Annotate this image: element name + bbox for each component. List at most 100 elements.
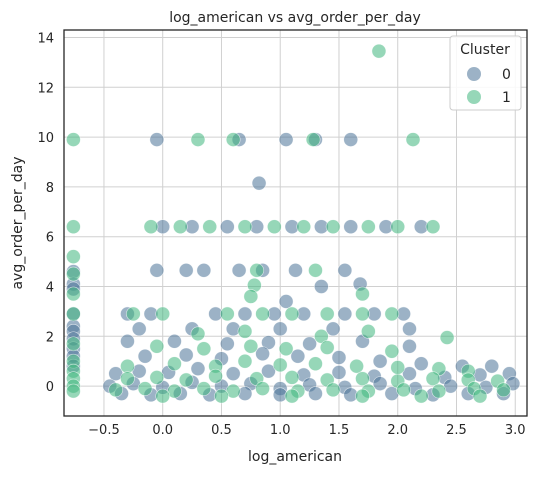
data-point-cluster-1	[349, 358, 364, 374]
data-point-cluster-0	[402, 321, 417, 337]
data-point-cluster-0	[331, 350, 347, 365]
data-point-cluster-1	[196, 341, 212, 357]
data-point-cluster-0	[331, 365, 347, 380]
data-point-cluster-1	[439, 330, 455, 345]
legend-label-cluster-1: 1	[502, 90, 511, 106]
data-point-cluster-0	[120, 333, 135, 349]
x-tick-label: 2.5	[446, 423, 467, 438]
x-tick-label: 1.0	[270, 423, 291, 438]
data-point-cluster-1	[149, 370, 165, 385]
data-point-cluster-1	[120, 371, 135, 386]
data-point-cluster-0	[484, 358, 500, 374]
data-point-cluster-1	[472, 388, 488, 404]
data-point-cluster-0	[372, 353, 388, 369]
data-point-cluster-1	[284, 306, 300, 322]
data-point-cluster-1	[405, 132, 421, 147]
data-point-cluster-0	[149, 263, 165, 278]
data-point-cluster-1	[390, 360, 406, 375]
data-point-cluster-1	[149, 338, 165, 354]
data-point-cluster-1	[325, 219, 341, 235]
y-tick-label: 6	[46, 231, 54, 246]
legend: Cluster 0 1	[449, 35, 522, 111]
data-point-cluster-1	[208, 368, 223, 384]
data-point-cluster-0	[137, 348, 153, 364]
data-point-cluster-1	[284, 388, 300, 404]
data-point-cluster-1	[319, 340, 335, 355]
data-point-cluster-1	[66, 336, 81, 352]
x-tick-label: 0.0	[152, 423, 173, 438]
data-point-cluster-1	[66, 132, 81, 147]
data-point-cluster-0	[343, 219, 359, 235]
data-point-cluster-1	[66, 383, 81, 399]
data-point-cluster-1	[214, 388, 229, 404]
x-tick-label: 0.5	[211, 423, 232, 438]
plot-frame	[63, 29, 528, 417]
data-point-cluster-0	[196, 263, 212, 278]
data-point-cluster-1	[178, 372, 194, 388]
data-point-cluster-1	[196, 381, 212, 396]
data-point-cluster-0	[237, 306, 253, 322]
data-point-cluster-0	[231, 263, 247, 278]
data-point-cluster-1	[120, 358, 135, 374]
y-tick-label: 12	[37, 81, 54, 96]
legend-marker-cluster-0	[467, 67, 481, 81]
data-point-cluster-0	[178, 347, 194, 363]
x-tick-label: 2.0	[387, 423, 408, 438]
data-point-cluster-0	[343, 132, 359, 147]
legend-box	[449, 35, 522, 111]
data-point-cluster-1	[66, 249, 81, 264]
data-point-cluster-1	[267, 219, 282, 235]
data-point-cluster-0	[255, 346, 270, 362]
data-point-cluster-0	[167, 333, 182, 349]
data-point-cluster-1	[237, 353, 253, 369]
x-axis-label: log_american	[248, 449, 342, 465]
data-point-cluster-0	[413, 356, 429, 372]
data-point-cluster-0	[302, 336, 317, 352]
data-point-cluster-0	[131, 321, 147, 337]
data-point-cluster-1	[66, 306, 81, 322]
data-point-cluster-0	[178, 263, 194, 278]
data-point-cluster-0	[225, 366, 241, 381]
data-point-cluster-0	[402, 366, 417, 381]
data-point-cluster-1	[319, 306, 335, 322]
data-point-cluster-0	[372, 376, 388, 391]
data-point-cluster-1	[355, 388, 370, 404]
y-tick-label: 4	[46, 281, 54, 296]
data-point-cluster-1	[496, 382, 511, 398]
data-point-cluster-1	[355, 286, 370, 302]
data-point-cluster-1	[390, 219, 406, 235]
data-point-cluster-1	[355, 306, 370, 322]
x-axis-ticks: −0.5 0.0 0.5 1.0 1.5 2.0 2.5 3.0	[88, 423, 525, 438]
data-point-cluster-1	[272, 357, 288, 373]
data-point-cluster-1	[425, 219, 441, 235]
legend-label-cluster-0: 0	[502, 67, 511, 83]
data-point-cluster-1	[137, 381, 153, 396]
data-point-cluster-1	[249, 263, 265, 278]
y-tick-label: 10	[37, 131, 54, 146]
data-point-cluster-1	[237, 219, 253, 235]
data-point-cluster-0	[290, 348, 306, 364]
series-cluster-0	[66, 132, 521, 403]
x-tick-label: 1.5	[329, 423, 350, 438]
data-point-cluster-0	[308, 386, 323, 401]
data-point-cluster-0	[251, 175, 267, 191]
data-point-cluster-1	[66, 219, 81, 235]
y-tick-label: 2	[46, 330, 54, 345]
data-point-cluster-1	[220, 306, 235, 322]
y-tick-label: 0	[46, 380, 54, 395]
series-cluster-1	[66, 43, 511, 404]
legend-title: Cluster	[460, 42, 510, 58]
data-point-cluster-0	[278, 294, 294, 309]
data-point-cluster-1	[255, 381, 270, 396]
y-tick-label: 14	[37, 31, 54, 46]
data-point-cluster-0	[325, 321, 341, 337]
data-point-cluster-1	[202, 219, 218, 235]
data-point-cluster-1	[243, 338, 259, 354]
x-tick-label: 3.0	[505, 423, 526, 438]
data-point-cluster-0	[190, 361, 206, 376]
data-point-cluster-0	[272, 321, 288, 337]
data-point-cluster-0	[220, 336, 235, 352]
data-point-cluster-1	[296, 219, 312, 235]
data-point-cluster-1	[396, 382, 411, 398]
